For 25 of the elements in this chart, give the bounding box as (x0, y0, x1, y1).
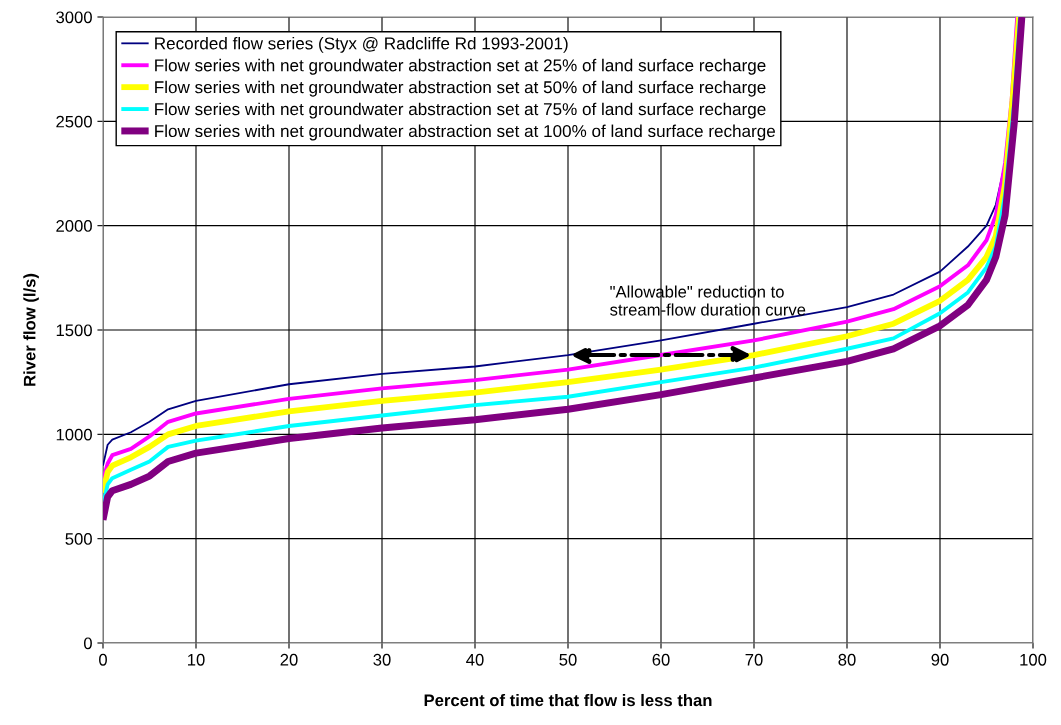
x-tick-label: 40 (466, 653, 484, 666)
x-tick-label: 10 (188, 653, 205, 666)
x-tick-label: 100 (1020, 653, 1047, 666)
x-tick-label: 30 (373, 653, 391, 666)
legend-label: Recorded flow series (Styx @ Radcliffe Rd 1993-2001) (155, 36, 568, 53)
x-tick-label: 80 (838, 653, 856, 666)
legend-label: Flow series with net groundwater abstraction set at 50% of land surface recharge (155, 80, 766, 97)
y-tick-label: 1000 (56, 428, 92, 441)
y-tick-label: 2500 (56, 115, 92, 128)
y-tick-label: 2000 (56, 220, 92, 232)
y-axis-title: River flow (l/s) (23, 273, 39, 386)
legend-label: Flow series with net groundwater abstraction set at 25% of land surface recharge (155, 58, 766, 75)
x-axis-title: Percent of time that flow is less than (424, 693, 712, 707)
y-tick-label: 500 (65, 533, 92, 545)
legend-label: Flow series with net groundwater abstraction set at 100% of land surface recharge (155, 124, 775, 141)
x-tick-label: 70 (745, 653, 763, 666)
x-tick-label: 60 (652, 653, 670, 666)
x-tick-label: 50 (559, 653, 577, 666)
x-tick-label: 90 (931, 653, 949, 666)
x-tick-label: 20 (280, 653, 298, 666)
y-tick-label: 0 (83, 637, 92, 650)
y-tick-label: 3000 (56, 11, 92, 24)
legend-label: Flow series with net groundwater abstraction set at 75% of land surface recharge (155, 102, 766, 119)
x-tick-label: 0 (99, 653, 107, 666)
y-tick-label: 1500 (56, 324, 92, 337)
